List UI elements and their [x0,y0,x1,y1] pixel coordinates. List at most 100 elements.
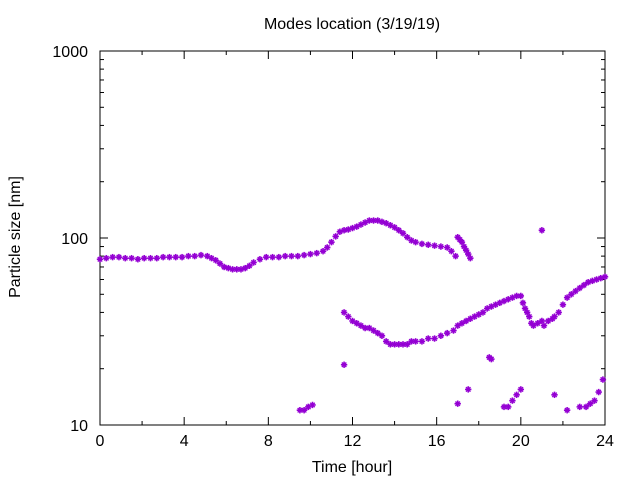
data-point [340,361,348,368]
data-point [391,341,398,348]
data-point [601,273,609,281]
data-point [166,253,173,261]
data-point [178,253,186,261]
data-point [275,253,283,261]
y-tick-label: 10 [70,418,88,435]
data-point [307,250,314,258]
data-point [269,253,276,261]
data-point [391,224,398,231]
data-point [580,281,588,289]
data-point [412,338,419,345]
y-tick-label: 100 [61,231,88,248]
data-point [488,355,495,363]
data-point [540,322,548,329]
x-tick-label: 8 [264,433,273,450]
data-point [443,329,451,337]
data-point [465,386,472,393]
data-point [345,313,352,320]
data-point [395,227,402,234]
data-point [412,238,419,246]
data-point [122,254,129,262]
data-point [513,391,520,399]
data-point [159,253,167,261]
data-point [216,260,224,267]
data-point [328,238,335,246]
data-point [576,403,583,411]
data-point [582,403,590,411]
data-point [319,247,327,255]
data-point [595,388,602,396]
x-tick-label: 12 [344,433,362,450]
data-point [172,253,179,261]
data-point [418,338,426,345]
data-point [340,309,348,316]
data-point [332,233,339,240]
x-tick-label: 0 [96,433,105,450]
data-point [538,227,546,234]
data-point [263,253,270,261]
data-point [399,230,407,237]
data-point [599,376,607,383]
x-tick-label: 24 [596,433,614,450]
data-point [526,313,533,320]
data-point [425,335,432,342]
data-point [454,400,461,407]
data-point [309,401,316,409]
data-point [418,240,426,248]
data-point [324,244,331,251]
y-axis-label: Particle size [nm] [7,176,24,298]
data-point [591,397,598,404]
data-point [572,287,579,295]
data-point [517,292,525,300]
data-point [147,254,154,262]
data-point [140,254,148,262]
data-point [281,252,289,260]
data-point [509,397,516,404]
axis-ticks: 0 4 8 12 16 20 24 10 100 1000 [52,44,614,450]
data-point [559,301,567,308]
data-point [246,262,253,270]
data-point [185,252,192,260]
data-point [374,329,381,337]
data-point [404,233,411,241]
data-point [505,403,512,411]
x-tick-label: 20 [512,433,530,450]
data-point [191,252,198,260]
data-point [437,332,445,339]
data-points [96,217,609,414]
data-point [431,242,438,249]
chart-title: Modes location (3/19/19) [264,16,440,33]
data-point [288,252,295,260]
data-point [96,256,104,263]
data-point [563,406,571,414]
data-point [382,338,390,345]
data-point [448,247,455,255]
data-point [431,335,438,342]
data-point [300,406,308,414]
data-point [294,252,301,260]
data-point [296,406,304,414]
data-point [454,322,461,329]
data-point [467,254,474,262]
x-axis-label: Time [hour] [312,459,392,476]
data-point [134,256,142,263]
data-point [576,284,583,292]
data-point [452,252,459,260]
data-point [197,251,205,259]
y-tick-label: 1000 [52,44,88,61]
data-point [370,327,377,334]
data-point [425,241,432,248]
data-point [370,217,377,224]
plot-frame [99,50,606,426]
data-point [443,244,451,251]
data-point [153,254,161,262]
data-point [517,386,525,393]
data-point [555,309,562,316]
data-point [551,313,558,320]
data-point [256,256,264,263]
data-point [109,253,116,261]
data-point [229,266,236,273]
data-point [300,251,308,259]
data-point [115,253,123,261]
